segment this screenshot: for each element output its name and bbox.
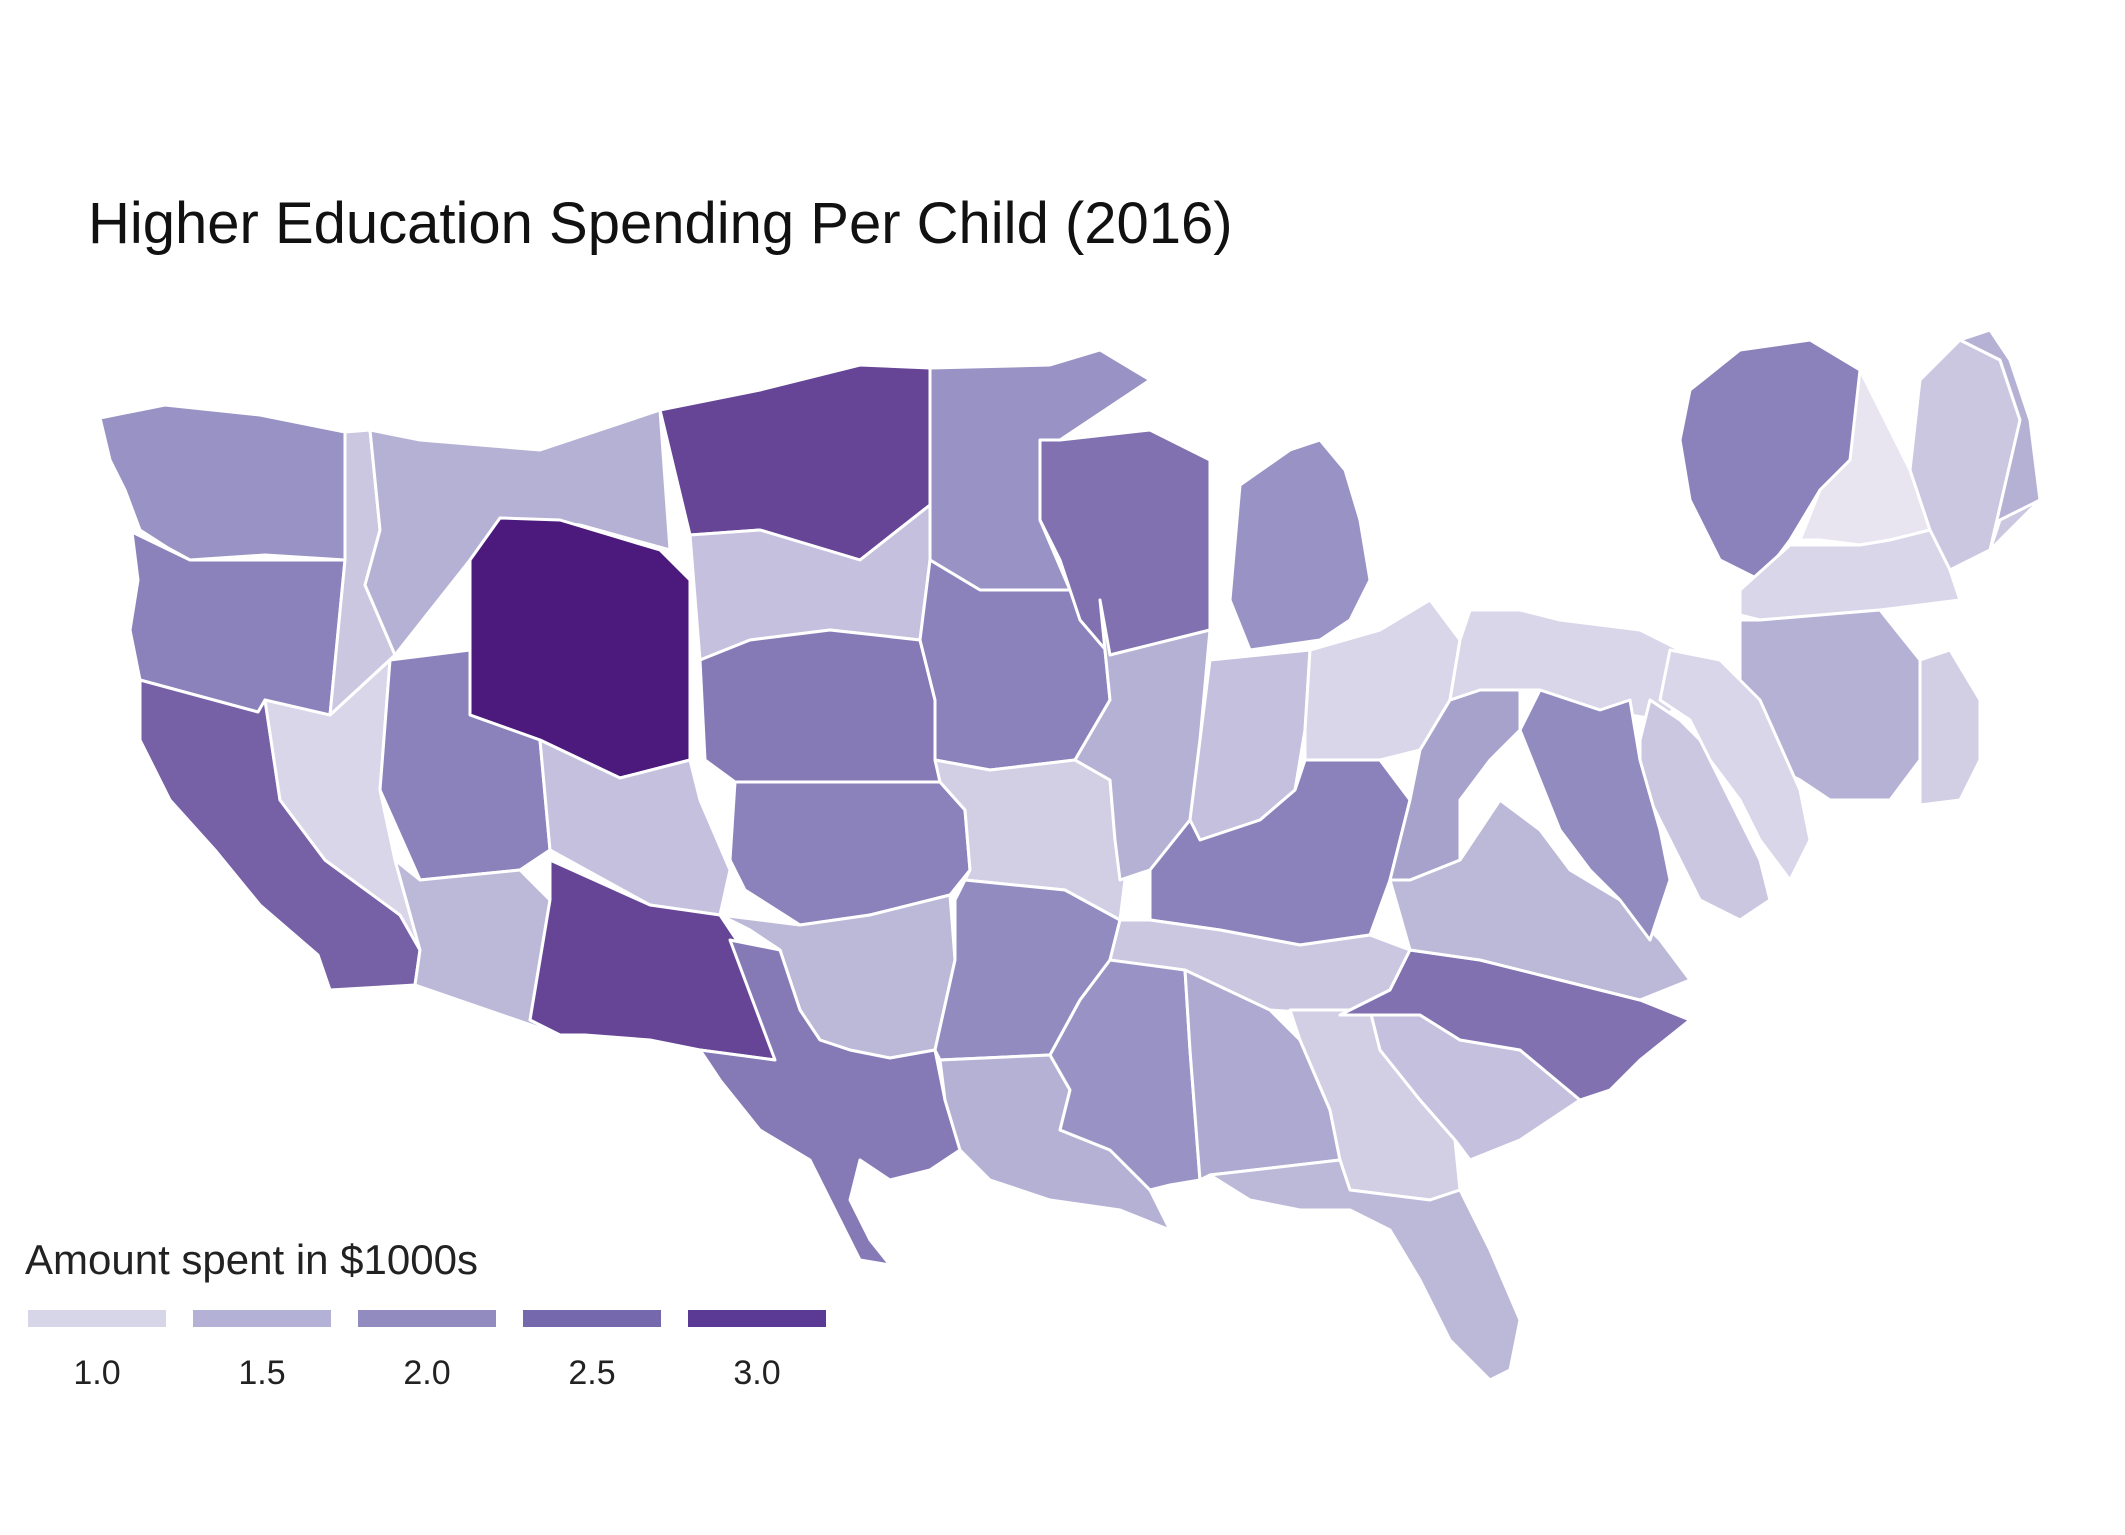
- state-tx: [698, 938, 962, 1267]
- state-md: [1518, 688, 1672, 942]
- state-ri: [1918, 648, 1982, 807]
- legend-label-2: 1.5: [238, 1354, 286, 1392]
- state-co: [538, 738, 732, 917]
- state-nd: [658, 363, 932, 562]
- state-il: [1073, 598, 1212, 882]
- color-legend: 1.0 1.5 2.0 2.5 3.0: [28, 1310, 848, 1400]
- state-me: [1958, 328, 2042, 552]
- legend-label-1: 1.0: [73, 1354, 121, 1392]
- legend-label-3: 2.0: [403, 1354, 451, 1392]
- legend-label-5: 3.0: [733, 1354, 781, 1392]
- legend-swatch-1: [28, 1310, 166, 1327]
- legend-label-4: 2.5: [568, 1354, 616, 1392]
- states-layer: [98, 328, 2042, 1382]
- legend-swatch-3: [358, 1310, 496, 1327]
- state-wv: [1388, 688, 1522, 882]
- state-nj: [1658, 648, 1812, 882]
- legend-swatch-5: [688, 1310, 826, 1327]
- legend-title: Amount spent in $1000s: [25, 1236, 478, 1283]
- state-wa: [98, 403, 347, 562]
- map-title: Higher Education Spending Per Child (201…: [88, 191, 1233, 256]
- state-ma: [1738, 528, 1962, 622]
- state-ne: [698, 628, 942, 784]
- state-fl: [1208, 1158, 1522, 1382]
- state-mi: [1228, 438, 1372, 652]
- legend-swatch-4: [523, 1310, 661, 1327]
- state-nm: [528, 858, 777, 1062]
- legend-swatch-2: [193, 1310, 331, 1327]
